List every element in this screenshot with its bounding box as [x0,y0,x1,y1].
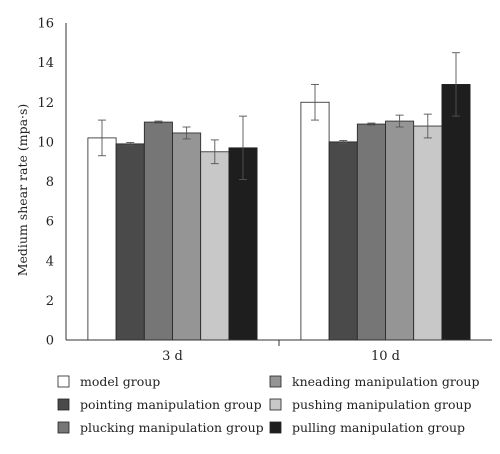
legend-label: model group [80,374,160,389]
bar-4-0 [200,151,230,341]
y-tick-label: 16 [37,17,54,32]
legend-item: pushing manipulation group [269,397,472,412]
legend-label: plucking manipulation group [80,420,264,435]
x-axis: 3 d 10 d [66,339,492,364]
bar-4-1 [413,125,443,341]
error-bar [210,139,219,165]
y-tick-label: 4 [46,254,54,269]
y-axis: 0 2 4 6 8 10 12 14 16 [37,17,67,349]
legend-swatch [57,398,70,411]
legend-label: pulling manipulation group [292,420,465,435]
y-axis-title: Medium shear rate (mpa·s) [15,104,30,277]
bars [87,52,471,341]
legend-swatch [57,375,70,388]
error-bar [98,119,106,157]
error-bar [182,126,191,140]
bar-0-0 [87,137,117,341]
x-tick-label: 10 d [371,349,400,364]
legend-item: pointing manipulation group [57,397,262,412]
legend-label: pointing manipulation group [80,397,262,412]
error-bar [452,52,460,117]
legend-item: model group [57,374,160,389]
y-tick-label: 0 [46,334,54,349]
bar-2-1 [356,123,386,341]
error-bar [239,115,247,180]
bar-3-0 [172,132,202,341]
error-bar [339,140,348,144]
error-bar [423,113,432,139]
legend-label: pushing manipulation group [292,397,472,412]
y-tick-label: 8 [46,175,54,190]
x-tick-label: 3 d [162,349,183,364]
legend-swatch [269,398,282,411]
y-tick-label: 10 [37,135,54,150]
y-tick-label: 14 [37,56,54,71]
legend-swatch [57,421,70,434]
bar-3-1 [385,120,415,341]
y-tick-label: 12 [37,96,54,111]
legend-label: kneading manipulation group [292,374,479,389]
y-tick-label: 6 [46,215,54,230]
legend-item: kneading manipulation group [269,374,479,389]
legend-item: plucking manipulation group [57,420,264,435]
bar-1-0 [115,143,145,341]
legend-item: pulling manipulation group [269,420,465,435]
error-bar [126,142,135,146]
y-tick-label: 2 [46,294,54,309]
bar-5-1 [441,84,471,341]
bar-0-1 [300,101,330,341]
legend-swatch [269,375,282,388]
legend: model group pointing manipulation group pl… [57,374,479,435]
error-bar [395,114,404,128]
bar-2-0 [143,121,173,341]
bar-1-1 [328,141,358,341]
error-bar [311,83,319,121]
error-bar [367,122,376,126]
error-bar [154,120,163,124]
legend-swatch [269,421,282,434]
